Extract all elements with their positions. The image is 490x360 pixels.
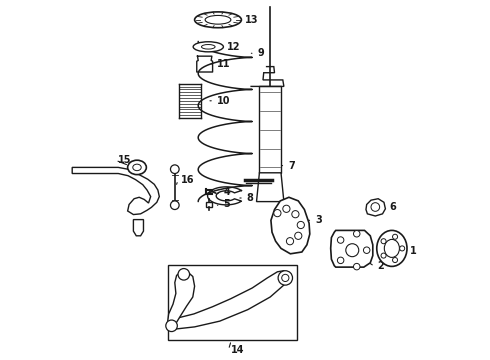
Ellipse shape <box>205 15 231 24</box>
Polygon shape <box>133 220 144 236</box>
Circle shape <box>294 232 302 239</box>
Ellipse shape <box>193 42 223 52</box>
Text: 14: 14 <box>231 345 245 355</box>
Polygon shape <box>206 202 212 207</box>
Polygon shape <box>271 197 310 254</box>
Text: 13: 13 <box>245 15 259 25</box>
Ellipse shape <box>195 12 242 28</box>
Text: 10: 10 <box>217 96 230 106</box>
Circle shape <box>346 244 359 257</box>
Circle shape <box>286 238 294 245</box>
Text: 7: 7 <box>288 161 295 171</box>
Circle shape <box>353 230 360 237</box>
Text: 8: 8 <box>247 193 254 203</box>
Circle shape <box>171 201 179 210</box>
Circle shape <box>283 205 290 212</box>
Polygon shape <box>168 272 195 329</box>
Polygon shape <box>259 86 281 173</box>
Text: 12: 12 <box>227 42 241 52</box>
Polygon shape <box>331 230 373 267</box>
Circle shape <box>353 264 360 270</box>
Circle shape <box>392 234 397 239</box>
Circle shape <box>166 320 177 332</box>
Circle shape <box>171 165 179 174</box>
Text: 9: 9 <box>258 48 264 58</box>
Circle shape <box>274 210 281 217</box>
Circle shape <box>297 221 304 229</box>
Text: 11: 11 <box>217 59 230 69</box>
Polygon shape <box>72 167 159 215</box>
Text: 16: 16 <box>181 175 195 185</box>
Circle shape <box>400 246 405 251</box>
Text: 5: 5 <box>223 199 230 210</box>
Circle shape <box>381 253 386 258</box>
Circle shape <box>392 257 397 262</box>
Circle shape <box>292 211 299 218</box>
Text: 1: 1 <box>410 246 416 256</box>
Text: 6: 6 <box>389 202 396 212</box>
Circle shape <box>278 271 293 285</box>
Ellipse shape <box>133 164 141 171</box>
Circle shape <box>338 257 344 264</box>
Circle shape <box>338 237 344 243</box>
Bar <box>168 265 297 340</box>
Circle shape <box>381 239 386 244</box>
Circle shape <box>282 274 289 282</box>
Polygon shape <box>366 199 386 216</box>
Text: 3: 3 <box>315 215 322 225</box>
Ellipse shape <box>201 45 215 49</box>
Ellipse shape <box>127 160 147 175</box>
Circle shape <box>371 203 380 211</box>
Ellipse shape <box>377 230 407 266</box>
Circle shape <box>178 269 190 280</box>
Text: 15: 15 <box>118 155 132 165</box>
Polygon shape <box>257 173 284 202</box>
Text: 2: 2 <box>377 261 384 271</box>
Text: 4: 4 <box>224 186 231 197</box>
Circle shape <box>364 247 370 253</box>
Ellipse shape <box>384 239 399 257</box>
Polygon shape <box>171 271 288 329</box>
